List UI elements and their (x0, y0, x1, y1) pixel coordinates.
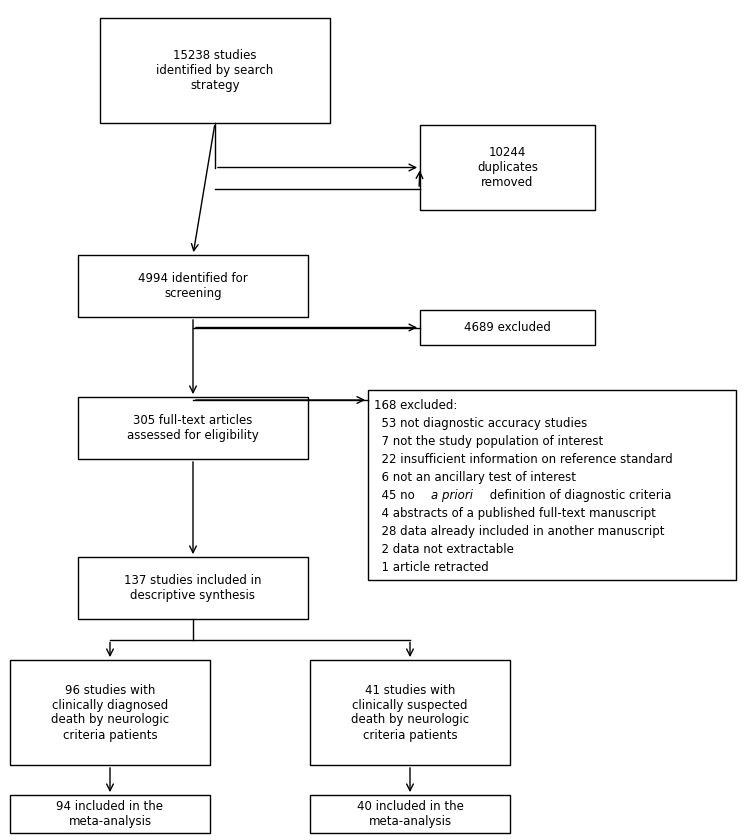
Text: 28 data already included in another manuscript: 28 data already included in another manu… (374, 525, 664, 538)
Text: 168 excluded:: 168 excluded: (374, 399, 458, 412)
Bar (78, 255, 308, 317)
Bar (78, 397, 308, 459)
Text: 94 included in the
meta-analysis: 94 included in the meta-analysis (56, 800, 163, 828)
Bar (310, 795, 510, 833)
Text: 305 full-text articles
assessed for eligibility: 305 full-text articles assessed for elig… (127, 414, 259, 442)
Text: 2 data not extractable: 2 data not extractable (374, 543, 514, 556)
Text: 4994 identified for
screening: 4994 identified for screening (138, 272, 248, 300)
Text: definition of diagnostic criteria: definition of diagnostic criteria (485, 489, 671, 501)
Text: 4689 excluded: 4689 excluded (464, 321, 551, 334)
Bar (420, 125, 595, 210)
Text: 4 abstracts of a published full-text manuscript: 4 abstracts of a published full-text man… (374, 507, 656, 520)
Bar (100, 18, 330, 123)
Text: 10244
duplicates
removed: 10244 duplicates removed (477, 146, 538, 189)
Text: 45 no: 45 no (374, 489, 419, 501)
Text: 1 article retracted: 1 article retracted (374, 561, 489, 574)
Text: 7 not the study population of interest: 7 not the study population of interest (374, 435, 603, 448)
Text: a priori: a priori (431, 489, 473, 501)
Text: 6 not an ancillary test of interest: 6 not an ancillary test of interest (374, 470, 576, 484)
Text: 96 studies with
clinically diagnosed
death by neurologic
criteria patients: 96 studies with clinically diagnosed dea… (51, 684, 169, 742)
Text: 15238 studies
identified by search
strategy: 15238 studies identified by search strat… (157, 49, 273, 92)
Text: 40 included in the
meta-analysis: 40 included in the meta-analysis (357, 800, 464, 828)
Bar (310, 660, 510, 765)
Text: 137 studies included in
descriptive synthesis: 137 studies included in descriptive synt… (124, 574, 261, 602)
Bar (10, 660, 210, 765)
Text: 22 insufficient information on reference standard: 22 insufficient information on reference… (374, 453, 673, 465)
Bar (10, 795, 210, 833)
Text: 41 studies with
clinically suspected
death by neurologic
criteria patients: 41 studies with clinically suspected dea… (351, 684, 469, 742)
Bar (420, 310, 595, 345)
Bar (78, 557, 308, 619)
Text: 53 not diagnostic accuracy studies: 53 not diagnostic accuracy studies (374, 417, 587, 430)
Bar (368, 390, 736, 580)
